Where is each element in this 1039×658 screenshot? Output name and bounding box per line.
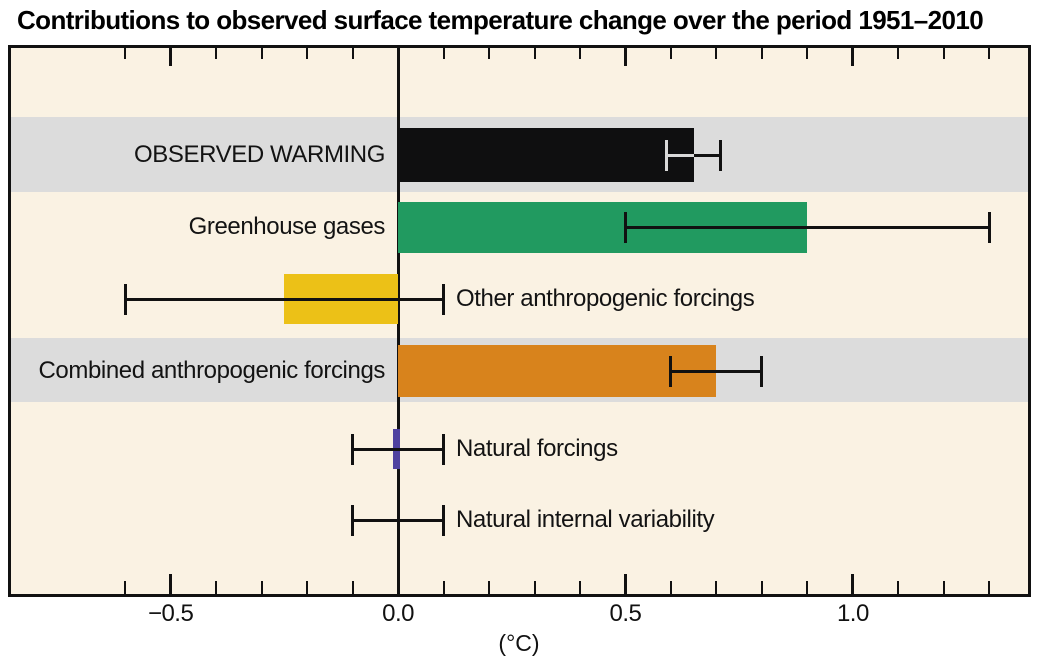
row-label-combined-anthropogenic-forcings: Combined anthropogenic forcings	[38, 357, 386, 384]
row-label-observed-warming: OBSERVED WARMING	[134, 141, 385, 168]
error-bar-observed-warming	[693, 153, 721, 157]
plot-area: OBSERVED WARMING Greenhouse gases Other an…	[8, 45, 1031, 597]
x-tick-top	[715, 48, 718, 59]
error-bar-greenhouse-gases	[625, 225, 990, 229]
x-tick-bottom	[988, 581, 991, 594]
x-tick-top	[669, 48, 672, 59]
x-tick-top	[351, 48, 354, 59]
x-tick-top	[124, 48, 127, 59]
row-label-natural-forcings: Natural forcings	[456, 435, 618, 462]
x-tick-bottom	[306, 581, 309, 594]
zero-axis-line	[396, 48, 400, 594]
row-label-other-anthropogenic-forcings: Other anthropogenic forcings	[456, 285, 755, 312]
x-tick-top	[851, 48, 855, 66]
x-tick-top	[169, 48, 173, 66]
x-tick-top	[988, 48, 991, 59]
error-cap-low-natural-internal-variability	[351, 504, 355, 536]
x-tick-bottom	[442, 581, 445, 594]
x-tick-bottom	[215, 581, 218, 594]
error-cap-low-combined-anthropogenic-forcings	[669, 355, 673, 387]
x-tick-top	[942, 48, 945, 59]
x-tick-top	[897, 48, 900, 59]
error-bar-observed-warming	[666, 153, 694, 157]
error-cap-low-natural-forcings	[351, 433, 355, 465]
bar-observed-warming	[398, 128, 694, 182]
error-bar-combined-anthropogenic-forcings	[670, 369, 762, 373]
error-cap-high-other-anthropogenic-forcings	[442, 283, 446, 315]
x-tick-bottom	[488, 581, 491, 594]
x-tick-top	[260, 48, 263, 59]
x-tick-top	[306, 48, 309, 59]
x-tick-top	[442, 48, 445, 59]
row-label-greenhouse-gases: Greenhouse gases	[188, 213, 386, 240]
x-tick-bottom	[851, 574, 855, 594]
error-bar-other-anthropogenic-forcings	[125, 297, 444, 301]
x-tick-top	[533, 48, 536, 59]
x-tick-bottom	[715, 581, 718, 594]
x-tick-top	[623, 48, 627, 66]
x-tick-top	[760, 48, 763, 59]
row-label-natural-internal-variability: Natural internal variability	[456, 506, 715, 533]
error-cap-high-observed-warming	[719, 139, 723, 171]
error-cap-high-combined-anthropogenic-forcings	[760, 355, 764, 387]
error-bar-natural-forcings	[352, 447, 444, 451]
error-cap-low-other-anthropogenic-forcings	[123, 283, 127, 315]
x-tick-bottom	[578, 581, 581, 594]
x-tick-label: 0.5	[609, 600, 642, 627]
x-tick-top	[806, 48, 809, 59]
x-tick-top	[488, 48, 491, 59]
x-tick-bottom	[124, 581, 127, 594]
x-tick-label: 1.0	[836, 600, 869, 627]
x-tick-label: −0.5	[147, 600, 194, 627]
x-tick-bottom	[897, 581, 900, 594]
x-tick-top	[578, 48, 581, 59]
x-tick-bottom	[806, 581, 809, 594]
x-tick-bottom	[260, 581, 263, 594]
error-cap-low-greenhouse-gases	[623, 211, 627, 243]
x-tick-bottom	[669, 581, 672, 594]
error-cap-high-greenhouse-gases	[987, 211, 991, 243]
x-tick-label: 0.0	[382, 600, 414, 627]
x-tick-bottom	[942, 581, 945, 594]
error-cap-high-natural-forcings	[442, 433, 446, 465]
x-axis-unit-label: (°C)	[498, 630, 540, 656]
x-tick-bottom	[760, 581, 763, 594]
error-cap-low-observed-warming	[664, 139, 668, 171]
error-bar-natural-internal-variability	[352, 518, 444, 522]
bar-combined-anthropogenic-forcings	[398, 345, 717, 397]
x-tick-bottom	[351, 581, 354, 594]
chart-title: Contributions to observed surface temper…	[17, 5, 984, 35]
x-tick-bottom	[169, 574, 173, 594]
error-cap-high-natural-internal-variability	[442, 504, 446, 536]
x-tick-bottom	[623, 574, 627, 594]
x-tick-bottom	[533, 581, 536, 594]
x-tick-top	[215, 48, 218, 59]
